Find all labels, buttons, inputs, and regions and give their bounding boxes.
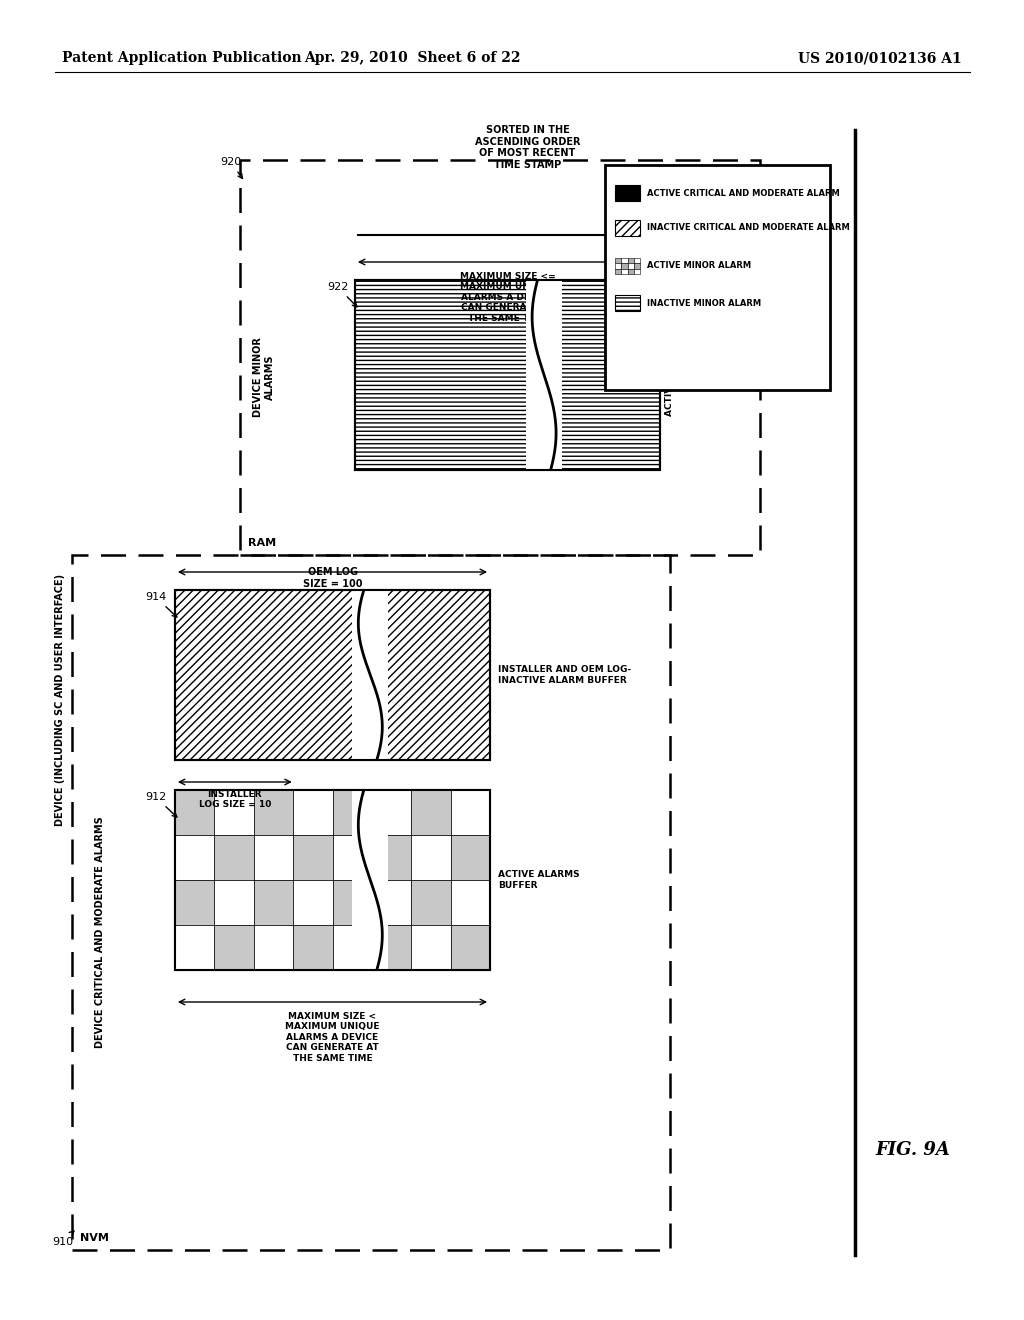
Bar <box>372 880 412 925</box>
Bar <box>254 789 293 836</box>
Text: 910: 910 <box>52 1232 74 1247</box>
Text: 914: 914 <box>145 591 177 616</box>
Bar <box>622 263 628 269</box>
Text: INACTIVE MINOR ALARM: INACTIVE MINOR ALARM <box>647 298 761 308</box>
Bar <box>372 836 412 880</box>
Bar <box>352 591 388 759</box>
Bar <box>615 185 640 201</box>
Bar <box>214 836 254 880</box>
Bar <box>333 880 372 925</box>
Bar <box>254 836 293 880</box>
Bar <box>175 836 214 880</box>
Bar <box>355 280 660 470</box>
Bar <box>412 880 451 925</box>
Bar <box>615 294 640 312</box>
Bar <box>175 880 214 925</box>
Bar <box>293 836 333 880</box>
Text: US 2010/0102136 A1: US 2010/0102136 A1 <box>799 51 962 65</box>
Text: DEVICE (INCLUDING SC AND USER INTERFACE): DEVICE (INCLUDING SC AND USER INTERFACE) <box>55 574 65 826</box>
Bar <box>175 789 490 970</box>
Text: RAM: RAM <box>248 539 276 548</box>
Bar <box>293 789 333 836</box>
Bar <box>254 880 293 925</box>
Bar <box>526 281 562 469</box>
Text: INACTIVE CRITICAL AND MODERATE ALARM: INACTIVE CRITICAL AND MODERATE ALARM <box>647 223 850 232</box>
Text: SORTED IN THE
ASCENDING ORDER
OF MOST RECENT
TIME STAMP: SORTED IN THE ASCENDING ORDER OF MOST RE… <box>475 125 581 170</box>
Bar <box>634 257 640 263</box>
Bar <box>352 791 388 969</box>
Bar <box>451 880 490 925</box>
Bar <box>615 269 622 275</box>
Bar <box>293 880 333 925</box>
Bar <box>214 789 254 836</box>
Bar <box>372 925 412 970</box>
Bar <box>333 836 372 880</box>
Bar <box>634 263 640 269</box>
Bar <box>254 925 293 970</box>
Bar <box>622 257 628 263</box>
Text: MAXIMUM SIZE <
MAXIMUM UNIQUE
ALARMS A DEVICE
CAN GENERATE AT
THE SAME TIME: MAXIMUM SIZE < MAXIMUM UNIQUE ALARMS A D… <box>286 1012 380 1063</box>
Bar <box>333 789 372 836</box>
Text: ACTIVE MINOR ALARM: ACTIVE MINOR ALARM <box>647 261 752 271</box>
Text: OEM LOG
SIZE = 100: OEM LOG SIZE = 100 <box>303 568 362 589</box>
Bar <box>175 590 490 760</box>
Text: 912: 912 <box>145 792 177 817</box>
Bar <box>451 925 490 970</box>
Bar <box>372 789 412 836</box>
Bar <box>628 263 634 269</box>
Bar <box>628 257 634 263</box>
Bar <box>240 160 760 554</box>
Bar <box>451 789 490 836</box>
Bar <box>293 925 333 970</box>
Bar <box>634 269 640 275</box>
Bar <box>175 590 490 760</box>
Text: INSTALLER AND OEM LOG-
INACTIVE ALARM BUFFER: INSTALLER AND OEM LOG- INACTIVE ALARM BU… <box>498 665 631 685</box>
Bar <box>605 165 830 389</box>
Bar <box>72 554 670 1250</box>
Text: 922: 922 <box>327 282 357 306</box>
Text: Patent Application Publication: Patent Application Publication <box>62 51 302 65</box>
Bar <box>412 925 451 970</box>
Bar <box>615 220 640 236</box>
Bar <box>175 789 490 970</box>
Bar <box>175 789 214 836</box>
Text: INSTALLER
LOG SIZE = 10: INSTALLER LOG SIZE = 10 <box>199 789 271 809</box>
Text: FIG. 9A: FIG. 9A <box>874 1140 950 1159</box>
Text: DEVICE CRITICAL AND MODERATE ALARMS: DEVICE CRITICAL AND MODERATE ALARMS <box>95 816 105 1048</box>
Bar <box>355 280 660 470</box>
Text: NVM: NVM <box>80 1233 109 1243</box>
Text: ACTIVE ALARMS
BUFFER: ACTIVE ALARMS BUFFER <box>498 870 580 890</box>
Text: ACTIVE ALARMS: ACTIVE ALARMS <box>665 334 674 416</box>
Bar <box>451 836 490 880</box>
Bar <box>615 257 622 263</box>
Bar <box>622 269 628 275</box>
Text: DEVICE MINOR
ALARMS: DEVICE MINOR ALARMS <box>253 337 274 417</box>
Bar <box>333 925 372 970</box>
Text: MAXIMUM SIZE <=
MAXIMUM UNIQUE
ALARMS A DEVICE
CAN GENERATE AT
THE SAME TIME: MAXIMUM SIZE <= MAXIMUM UNIQUE ALARMS A … <box>460 272 555 322</box>
Text: 920: 920 <box>220 157 243 178</box>
Bar <box>175 925 214 970</box>
Bar <box>214 880 254 925</box>
Bar <box>412 836 451 880</box>
Bar <box>628 269 634 275</box>
Text: Apr. 29, 2010  Sheet 6 of 22: Apr. 29, 2010 Sheet 6 of 22 <box>304 51 520 65</box>
Text: ACTIVE CRITICAL AND MODERATE ALARM: ACTIVE CRITICAL AND MODERATE ALARM <box>647 189 840 198</box>
Bar <box>214 925 254 970</box>
Bar <box>412 789 451 836</box>
Bar <box>615 263 622 269</box>
